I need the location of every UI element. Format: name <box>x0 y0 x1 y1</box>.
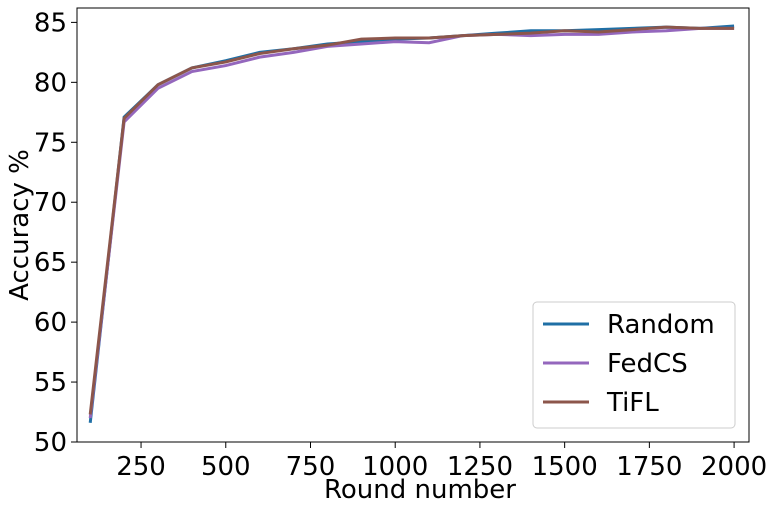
x-tick-label: 500 <box>201 452 251 482</box>
x-tick-label: 1000 <box>362 452 428 482</box>
y-tick-label: 50 <box>34 428 67 458</box>
y-tick-label: 60 <box>34 308 67 338</box>
y-tick-label: 55 <box>34 368 67 398</box>
y-tick-label: 85 <box>34 8 67 38</box>
legend-box <box>532 301 736 429</box>
y-tick-label: 80 <box>34 68 67 98</box>
y-axis-label: Accuracy % <box>5 149 35 301</box>
legend-label: TiFL <box>606 388 659 418</box>
y-tick-label: 70 <box>34 188 67 218</box>
x-tick-label: 1250 <box>447 452 513 482</box>
series-line <box>88 26 735 419</box>
plot-frame <box>76 7 750 443</box>
x-tick-label: 1500 <box>532 452 598 482</box>
x-axis-label: Round number <box>324 475 516 505</box>
series-line <box>88 25 735 415</box>
x-tick-label: 750 <box>286 452 336 482</box>
y-tick-label: 75 <box>34 128 67 158</box>
x-tick-label: 1750 <box>616 452 682 482</box>
x-tick-label: 250 <box>116 452 166 482</box>
legend-label: FedCS <box>607 349 688 379</box>
y-tick-label: 65 <box>34 248 67 278</box>
legend-label: Random <box>607 310 715 340</box>
x-tick-label: 2000 <box>701 452 767 482</box>
